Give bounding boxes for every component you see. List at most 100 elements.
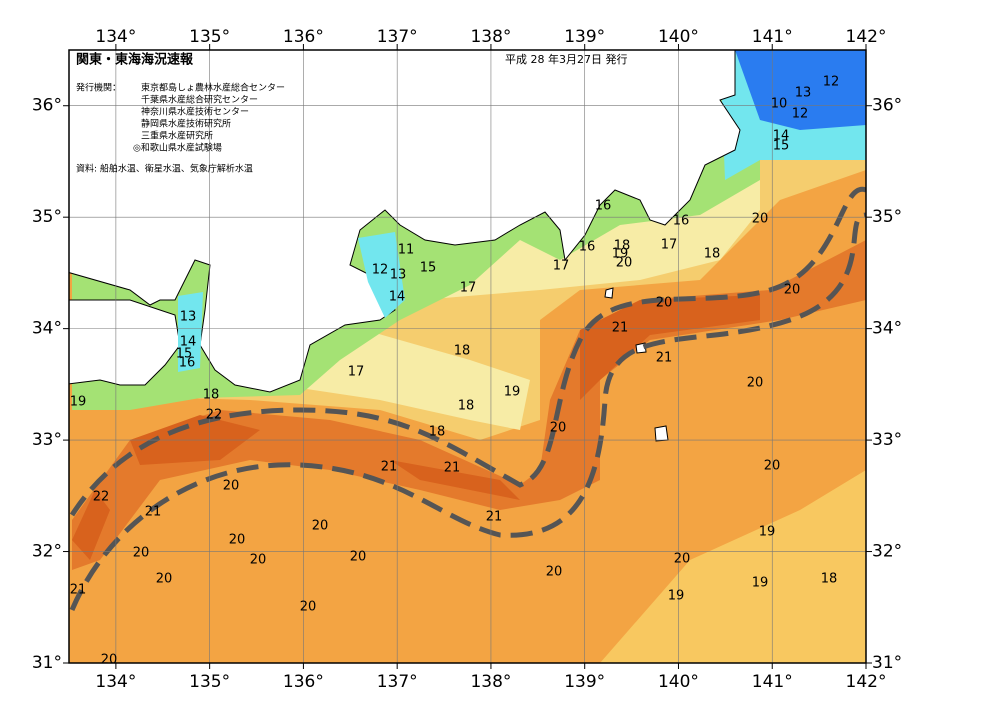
contour-label: 21: [612, 321, 629, 336]
contour-label: 20: [764, 459, 781, 474]
contour-label: 15: [773, 139, 790, 154]
x-tick-label: 135°: [189, 672, 230, 692]
contour-label: 12: [792, 107, 809, 122]
contour-label: 18: [429, 425, 446, 440]
y-tick-label: 36°: [32, 96, 62, 116]
x-tick-label: 140°: [658, 27, 699, 47]
kuroshio-south-edge: [69, 212, 866, 611]
contour-label: 12: [823, 75, 840, 90]
contour-label: 20: [550, 421, 567, 436]
issuer: 静岡県水産技術研究所: [141, 118, 231, 130]
contour-label: 12: [372, 263, 389, 278]
contour-label: 21: [656, 351, 673, 366]
contour-label: 17: [348, 365, 365, 380]
issuer: 東京都島しょ農林水産総合センター: [141, 82, 285, 94]
contour-label: 21: [145, 505, 162, 520]
land: [69, 50, 741, 442]
contour-label: 20: [752, 212, 769, 227]
x-tick-label: 142°: [846, 27, 887, 47]
contour-label: 20: [674, 552, 691, 567]
contour-label: 20: [616, 256, 633, 271]
contour-label: 17: [661, 238, 678, 253]
title: 関東・東海海況速報: [76, 52, 194, 68]
issuer: 千葉県水産総合研究センター: [141, 94, 258, 106]
x-tick-label: 134°: [95, 672, 136, 692]
contour-label: 21: [70, 583, 87, 598]
source: 資料: 船舶水温、衛星水温、気象庁解析水温: [76, 163, 253, 175]
y-tick-label: 35°: [32, 207, 62, 227]
contour-label: 20: [546, 565, 563, 580]
contour-label: 16: [673, 214, 690, 229]
contour-label: 19: [504, 385, 521, 400]
contour-label: 21: [486, 510, 503, 525]
y-tick-label: 35°: [872, 207, 902, 227]
contour-label: 20: [350, 550, 367, 565]
contour-label: 14: [773, 129, 790, 144]
y-tick-label: 32°: [872, 542, 902, 562]
contour-label: 21: [444, 461, 461, 476]
issue-date: 平成 28 年3月27日 発行: [505, 52, 627, 66]
contour-label: 11: [398, 243, 415, 258]
contour-label: 20: [156, 572, 173, 587]
x-tick-label: 137°: [377, 27, 418, 47]
contour-label: 16: [579, 240, 596, 255]
y-tick-label: 31°: [32, 653, 62, 673]
contour-label: 10: [771, 97, 788, 112]
contour-label: 22: [206, 408, 223, 423]
contour-label: 19: [752, 576, 769, 591]
contour-label: 17: [553, 259, 570, 274]
x-tick-label: 139°: [564, 27, 605, 47]
y-tick-label: 32°: [32, 542, 62, 562]
contour-label: 19: [612, 247, 629, 262]
y-tick-label: 36°: [872, 96, 902, 116]
contour-label: 20: [747, 376, 764, 391]
contour-label: 16: [595, 199, 612, 214]
contour-label: 20: [223, 479, 240, 494]
issuer-list: 東京都島しょ農林水産総合センター千葉県水産総合研究センター神奈川県水産技術センタ…: [133, 82, 285, 154]
contour-label: 13: [795, 86, 812, 101]
y-tick-label: 34°: [872, 319, 902, 339]
issuer: 三重県水産研究所: [141, 130, 213, 142]
x-tick-label: 136°: [283, 27, 324, 47]
x-tick-label: 136°: [283, 672, 324, 692]
x-tick-label: 135°: [189, 27, 230, 47]
x-tick-label: 138°: [470, 672, 511, 692]
contour-label: 13: [180, 310, 197, 325]
contour-label: 19: [70, 395, 87, 410]
kuroshio-axes: [69, 186, 866, 611]
contour-label: 18: [454, 344, 471, 359]
contour-label: 13: [390, 268, 407, 283]
x-tick-label: 141°: [752, 27, 793, 47]
y-tick-label: 34°: [32, 319, 62, 339]
contour-label: 20: [784, 283, 801, 298]
x-tick-label: 134°: [95, 27, 136, 47]
y-tick-label: 33°: [872, 430, 902, 450]
x-tick-label: 141°: [752, 672, 793, 692]
contour-label: 16: [179, 356, 196, 371]
contour-label: 18: [203, 388, 220, 403]
x-tick-label: 142°: [846, 672, 887, 692]
x-tick-label: 139°: [564, 672, 605, 692]
contour-label: 20: [250, 553, 267, 568]
contour-label: 15: [176, 347, 193, 362]
x-tick-label: 138°: [470, 27, 511, 47]
issuer: 神奈川県水産技術センター: [141, 106, 249, 118]
issuer-label: 発行機関：: [76, 82, 121, 94]
contour-label: 18: [458, 399, 475, 414]
y-tick-label: 31°: [872, 653, 902, 673]
contour-label: 19: [668, 589, 685, 604]
contour-label: 17: [460, 281, 477, 296]
contour-label: 21: [381, 460, 398, 475]
contour-label: 20: [300, 600, 317, 615]
contour-label: 22: [93, 490, 110, 505]
contour-label: 20: [656, 296, 673, 311]
y-tick-label: 33°: [32, 430, 62, 450]
contour-label: 20: [101, 653, 118, 668]
contour-label: 18: [614, 239, 631, 254]
contour-label: 19: [759, 525, 776, 540]
kuroshio-north-edge: [69, 186, 866, 517]
contour-label: 14: [180, 335, 197, 350]
contour-label: 15: [420, 261, 437, 276]
x-tick-label: 137°: [377, 672, 418, 692]
